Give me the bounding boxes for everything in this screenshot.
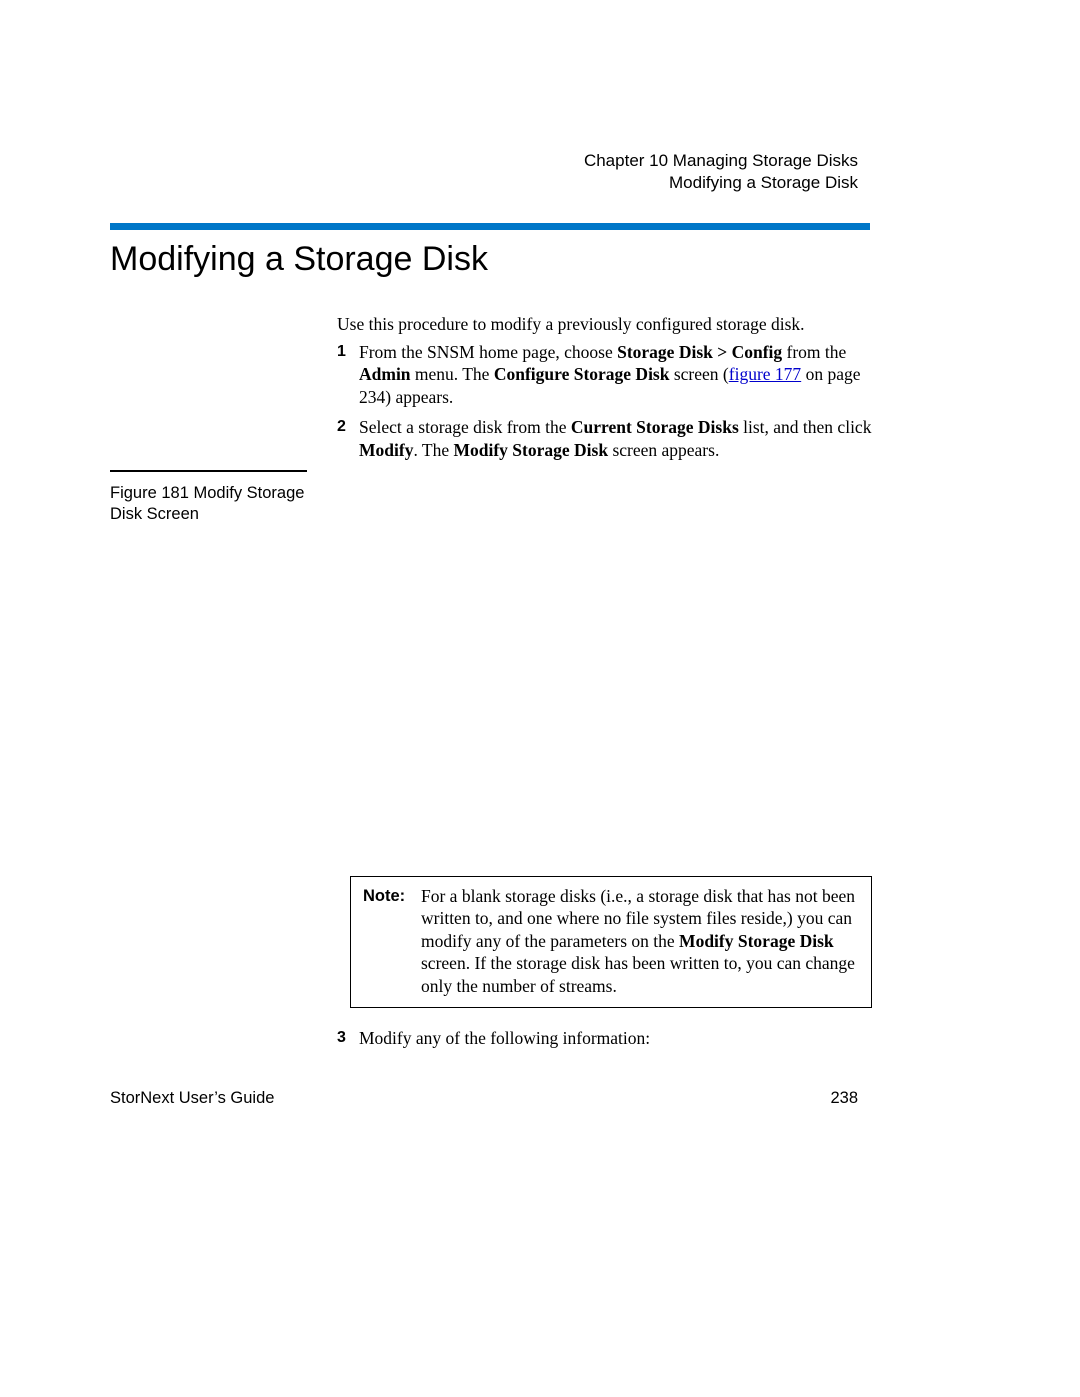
header-section: Modifying a Storage Disk <box>584 172 858 194</box>
section-rule <box>110 223 870 230</box>
note-label: Note: <box>363 885 421 997</box>
step-body: Select a storage disk from the Current S… <box>359 416 872 461</box>
step-1: 1 From the SNSM home page, choose Storag… <box>337 341 872 408</box>
ordered-steps: 1 From the SNSM home page, choose Storag… <box>337 341 872 469</box>
running-header: Chapter 10 Managing Storage Disks Modify… <box>584 150 858 194</box>
step-body: Modify any of the following information: <box>359 1027 867 1049</box>
figure-placeholder <box>337 520 867 860</box>
step-number: 2 <box>337 416 359 461</box>
document-page: Chapter 10 Managing Storage Disks Modify… <box>0 0 1080 1397</box>
step-body: From the SNSM home page, choose Storage … <box>359 341 872 408</box>
intro-paragraph: Use this procedure to modify a previousl… <box>337 313 867 335</box>
step-3: 3 Modify any of the following informatio… <box>337 1027 867 1049</box>
figure-caption: Figure 181 Modify Storage Disk Screen <box>110 483 320 526</box>
caption-rule <box>110 470 307 472</box>
page-title: Modifying a Storage Disk <box>110 240 488 279</box>
footer-page-number: 238 <box>830 1089 858 1108</box>
note-callout: Note: For a blank storage disks (i.e., a… <box>350 876 872 1008</box>
step-number: 3 <box>337 1027 359 1049</box>
footer-doc-title: StorNext User’s Guide <box>110 1089 274 1108</box>
step-2: 2 Select a storage disk from the Current… <box>337 416 872 461</box>
header-chapter: Chapter 10 Managing Storage Disks <box>584 150 858 172</box>
note-body: For a blank storage disks (i.e., a stora… <box>421 885 859 997</box>
step-number: 1 <box>337 341 359 408</box>
figure-cross-reference-link[interactable]: figure 177 <box>729 364 801 384</box>
